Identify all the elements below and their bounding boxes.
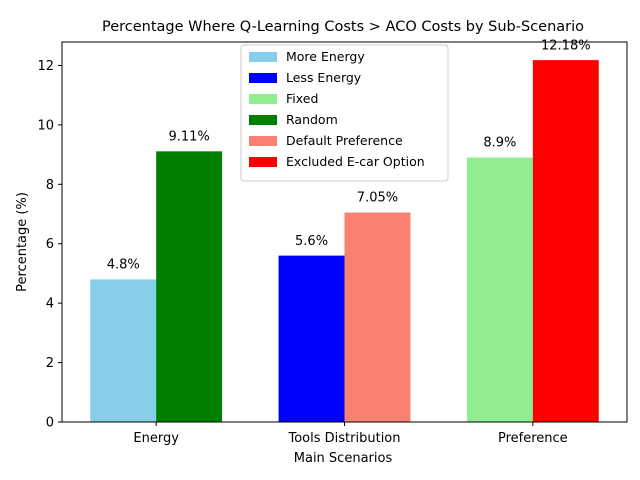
legend-label: More Energy [286, 49, 365, 64]
bar-value-label: 7.05% [357, 191, 398, 206]
y-axis-ticks: 0 2 4 6 8 10 12 [37, 59, 62, 431]
legend-box [240, 44, 449, 182]
bar-value-label: 9.11% [168, 129, 209, 144]
bar-fixed [466, 157, 533, 423]
legend-swatch [249, 136, 277, 146]
bar-value-label: 4.8% [107, 258, 140, 273]
x-axis-ticks: Energy Tools Distribution Preference [133, 422, 568, 446]
bar-more-energy [90, 279, 157, 422]
legend-label: Excluded E-car Option [286, 154, 425, 169]
bar-less-energy [278, 255, 345, 422]
legend: More Energy Less Energy Fixed Random Default… [240, 44, 449, 182]
y-tick-label: 0 [46, 416, 54, 431]
x-tick-label: Energy [133, 431, 179, 446]
x-axis-label: Main Scenarios [294, 451, 393, 466]
bar-value-label: 5.6% [295, 234, 328, 249]
legend-swatch [249, 94, 277, 104]
bar-excluded-e-car-option [532, 60, 599, 422]
legend-swatch [249, 73, 277, 83]
y-tick-label: 8 [46, 178, 54, 193]
bar-value-label: 8.9% [483, 136, 516, 151]
bar-default-preference [344, 212, 411, 422]
y-axis-label: Percentage (%) [15, 192, 30, 292]
legend-label: Default Preference [286, 133, 403, 148]
plot-area: 4.8% 9.11% 5.6% 7.05% 8.9% 12.18% [61, 38, 628, 423]
chart-title: Percentage Where Q-Learning Costs > ACO … [102, 19, 584, 35]
y-tick-label: 2 [46, 356, 54, 371]
legend-swatch [249, 157, 277, 167]
bar-random [156, 151, 223, 422]
y-tick-label: 4 [46, 297, 54, 312]
legend-swatch [249, 52, 277, 62]
x-tick-label: Tools Distribution [288, 431, 401, 446]
y-tick-label: 10 [37, 118, 54, 133]
bar-value-label: 12.18% [541, 38, 591, 53]
legend-label: Random [286, 112, 338, 127]
y-tick-label: 12 [37, 59, 54, 74]
legend-label: Less Energy [286, 70, 362, 85]
legend-label: Fixed [286, 91, 318, 106]
y-tick-label: 6 [46, 237, 54, 252]
legend-swatch [249, 115, 277, 125]
x-tick-label: Preference [498, 431, 568, 446]
